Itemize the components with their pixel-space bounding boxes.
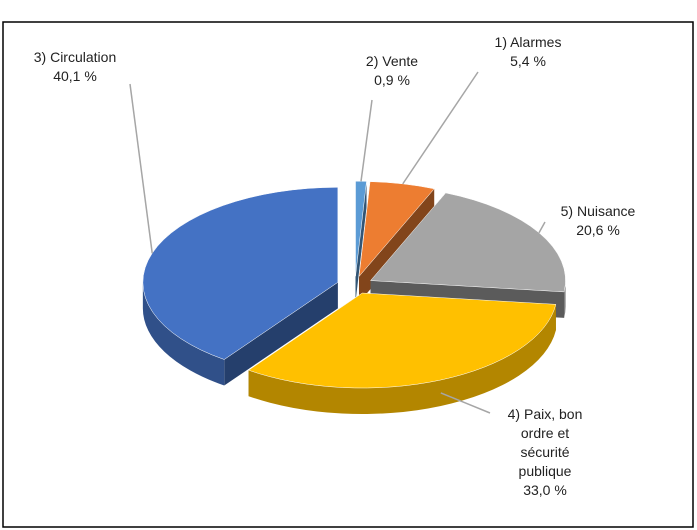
slice (248, 292, 557, 389)
value-label: 40,1 % (53, 68, 97, 84)
slice-cut (355, 181, 367, 303)
data-label: 4) Paix, bon ordre et sécurité publique 3… (500, 405, 590, 500)
category-label: 3) Circulation (33, 49, 117, 65)
value-label: 5,4 % (510, 53, 546, 69)
category-label: 4) Paix, bon ordre et sécurité publique (507, 406, 583, 479)
data-label: 5) Nuisance 20,6 % (538, 202, 658, 240)
value-label: 20,6 % (576, 222, 620, 238)
leader-line (129, 83, 153, 254)
slice (142, 187, 339, 360)
category-label: 2) Vente (365, 53, 419, 69)
leader-line (360, 99, 373, 182)
data-label: 3) Circulation 40,1 % (15, 48, 135, 86)
data-label: 1) Alarmes 5,4 % (468, 33, 588, 71)
category-label: 5) Nuisance (560, 203, 636, 219)
leader-line (402, 71, 479, 185)
frame (2, 21, 694, 528)
slice-side (142, 282, 225, 386)
value-label: 33,0 % (523, 482, 567, 498)
slice-side (564, 280, 566, 318)
value-label: 0,9 % (374, 72, 410, 88)
data-label: 2) Vente 0,9 % (347, 52, 437, 90)
leader-line (538, 221, 546, 234)
slice-side (248, 304, 556, 415)
category-label: 1) Alarmes (494, 34, 562, 50)
slice (370, 192, 566, 293)
leader-line (440, 392, 491, 414)
slice-cut (224, 282, 338, 386)
